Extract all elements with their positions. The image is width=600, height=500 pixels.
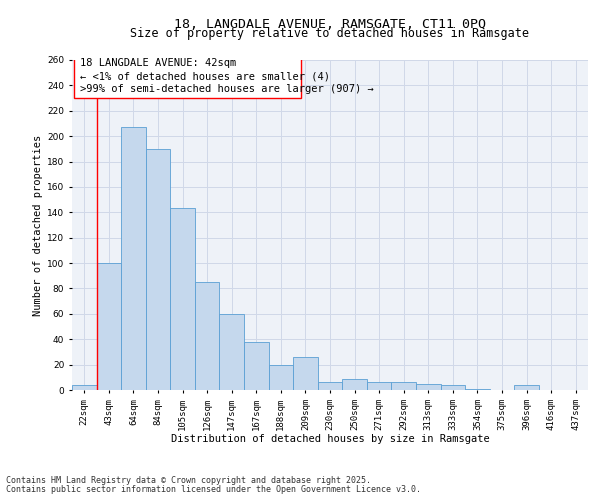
Bar (146, 149, 170, 390)
Bar (195, 282, 220, 390)
Text: 18 LANGDALE AVENUE: 42sqm
← <1% of detached houses are smaller (4)
>99% of semi-: 18 LANGDALE AVENUE: 42sqm ← <1% of detac… (80, 58, 373, 94)
X-axis label: Distribution of detached houses by size in Ramsgate: Distribution of detached houses by size … (170, 434, 490, 444)
Bar (514, 385, 539, 390)
Bar (342, 378, 367, 390)
Text: 18, LANGDALE AVENUE, RAMSGATE, CT11 0PQ: 18, LANGDALE AVENUE, RAMSGATE, CT11 0PQ (174, 18, 486, 30)
Bar (318, 382, 342, 390)
Bar (367, 382, 391, 390)
Text: Contains public sector information licensed under the Open Government Licence v3: Contains public sector information licen… (6, 485, 421, 494)
Bar (465, 388, 490, 390)
Bar (121, 128, 146, 390)
Bar (293, 357, 318, 390)
Bar (72, 385, 97, 390)
Bar (244, 342, 269, 390)
Bar (416, 384, 440, 390)
Bar (269, 364, 293, 390)
Bar (170, 208, 195, 390)
Bar (220, 314, 244, 390)
FancyBboxPatch shape (74, 56, 301, 98)
Bar (440, 385, 465, 390)
Text: Contains HM Land Registry data © Crown copyright and database right 2025.: Contains HM Land Registry data © Crown c… (6, 476, 371, 485)
Text: Size of property relative to detached houses in Ramsgate: Size of property relative to detached ho… (131, 28, 530, 40)
Bar (391, 382, 416, 390)
Bar (97, 263, 121, 390)
Y-axis label: Number of detached properties: Number of detached properties (33, 134, 43, 316)
